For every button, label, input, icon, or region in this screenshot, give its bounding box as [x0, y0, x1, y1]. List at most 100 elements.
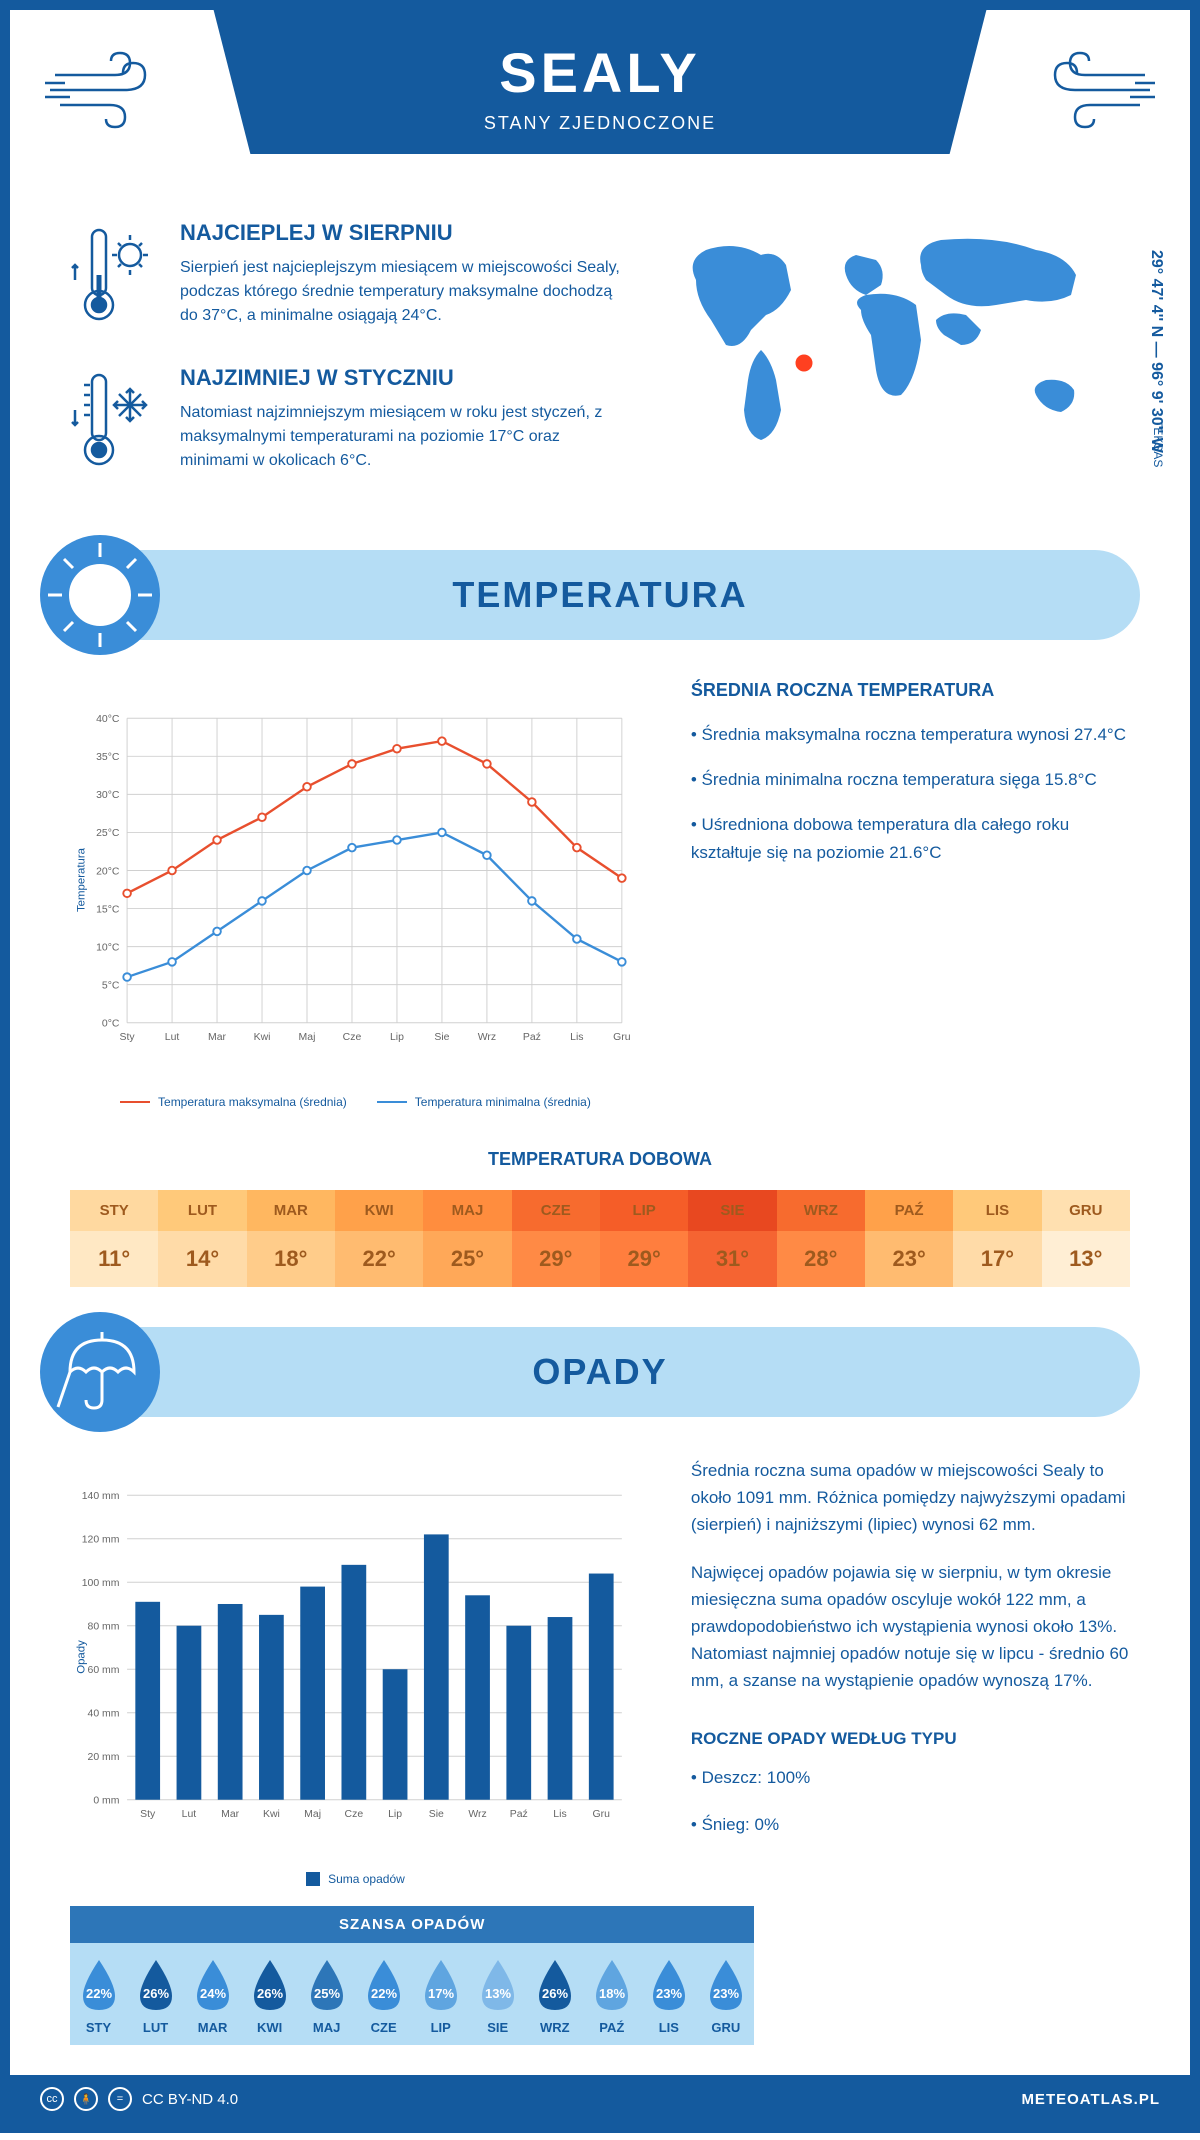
svg-text:Paź: Paź	[523, 1032, 541, 1043]
svg-text:23%: 23%	[713, 1986, 739, 2001]
temp-cell: WRZ 28°	[777, 1190, 865, 1287]
umbrella-icon	[40, 1312, 160, 1432]
coldest-title: NAJZIMNIEJ W STYCZNIU	[180, 365, 626, 391]
header-banner: SEALY STANY ZJEDNOCZONE	[140, 10, 1060, 154]
svg-text:60 mm: 60 mm	[88, 1665, 120, 1676]
climate-summary: NAJCIEPLEJ W SIERPNIU Sierpień jest najc…	[70, 220, 626, 510]
temp-cell-month: LIP	[600, 1190, 688, 1231]
chance-cell: 22% STY	[70, 1958, 127, 2035]
temp-cell-value: 17°	[953, 1231, 1041, 1287]
svg-text:10°C: 10°C	[96, 942, 120, 953]
chance-month: LIP	[412, 2020, 469, 2035]
svg-text:Lis: Lis	[553, 1809, 566, 1820]
drop-icon: 18%	[590, 1958, 634, 2012]
license-text: CC BY-ND 4.0	[142, 2091, 238, 2108]
temp-cell-value: 25°	[423, 1231, 511, 1287]
chance-month: CZE	[355, 2020, 412, 2035]
temp-cell: MAJ 25°	[423, 1190, 511, 1287]
chance-cell: 26% LUT	[127, 1958, 184, 2035]
svg-text:Mar: Mar	[221, 1809, 240, 1820]
temp-cell-value: 29°	[600, 1231, 688, 1287]
svg-text:15°C: 15°C	[96, 904, 120, 915]
chance-cell: 13% SIE	[469, 1958, 526, 2035]
drop-icon: 23%	[647, 1958, 691, 2012]
temp-cell-month: PAŹ	[865, 1190, 953, 1231]
drop-icon: 25%	[305, 1958, 349, 2012]
chance-cell: 18% PAŹ	[583, 1958, 640, 2035]
thermometer-hot-icon	[70, 220, 160, 335]
temp-cell-month: LIS	[953, 1190, 1041, 1231]
temp-bullet: • Uśredniona dobowa temperatura dla całe…	[691, 811, 1130, 865]
svg-text:24%: 24%	[200, 1986, 226, 2001]
nd-icon: =	[108, 2087, 132, 2111]
temp-cell-value: 14°	[158, 1231, 246, 1287]
svg-text:Gru: Gru	[613, 1032, 631, 1043]
chance-cell: 25% MAJ	[298, 1958, 355, 2035]
chance-month: MAJ	[298, 2020, 355, 2035]
svg-text:Mar: Mar	[208, 1032, 227, 1043]
svg-text:20 mm: 20 mm	[88, 1752, 120, 1763]
drop-icon: 26%	[134, 1958, 178, 2012]
svg-text:Sty: Sty	[140, 1809, 156, 1820]
svg-text:120 mm: 120 mm	[82, 1535, 120, 1546]
section-header-temperature: TEMPERATURA	[60, 550, 1140, 640]
svg-text:Lip: Lip	[390, 1032, 404, 1043]
temp-cell-month: MAR	[247, 1190, 335, 1231]
temp-bullet: • Średnia maksymalna roczna temperatura …	[691, 721, 1130, 748]
chance-month: PAŹ	[583, 2020, 640, 2035]
drop-icon: 26%	[248, 1958, 292, 2012]
chance-cell: 26% KWI	[241, 1958, 298, 2035]
svg-text:22%: 22%	[371, 1986, 397, 2001]
site-name: METEOATLAS.PL	[1021, 2091, 1160, 2108]
precip-p1: Średnia roczna suma opadów w miejscowośc…	[691, 1457, 1130, 1539]
chance-month: SIE	[469, 2020, 526, 2035]
chance-cell: 26% WRZ	[526, 1958, 583, 2035]
temp-cell-value: 23°	[865, 1231, 953, 1287]
warmest-title: NAJCIEPLEJ W SIERPNIU	[180, 220, 626, 246]
svg-text:40°C: 40°C	[96, 714, 120, 725]
legend-min-label: Temperatura minimalna (średnia)	[415, 1095, 591, 1109]
temp-cell: STY 11°	[70, 1190, 158, 1287]
chance-cell: 17% LIP	[412, 1958, 469, 2035]
temp-cell-value: 28°	[777, 1231, 865, 1287]
svg-text:Maj: Maj	[304, 1809, 321, 1820]
svg-text:26%: 26%	[542, 1986, 568, 2001]
header: SEALY STANY ZJEDNOCZONE	[10, 10, 1190, 190]
chance-title: SZANSA OPADÓW	[70, 1906, 754, 1943]
temp-cell: PAŹ 23°	[865, 1190, 953, 1287]
temp-cell-month: MAJ	[423, 1190, 511, 1231]
sun-icon	[40, 535, 160, 655]
svg-text:Gru: Gru	[593, 1809, 611, 1820]
cc-icon: cc	[40, 2087, 64, 2111]
svg-text:5°C: 5°C	[102, 980, 120, 991]
precipitation-content: 0 mm20 mm40 mm60 mm80 mm100 mm120 mm140 …	[10, 1417, 1190, 1906]
drop-icon: 13%	[476, 1958, 520, 2012]
temp-cell-month: GRU	[1042, 1190, 1130, 1231]
chance-month: WRZ	[526, 2020, 583, 2035]
temp-cell: SIE 31°	[688, 1190, 776, 1287]
section-title: TEMPERATURA	[452, 574, 747, 616]
footer: cc 🧍 = CC BY-ND 4.0 METEOATLAS.PL	[10, 2075, 1190, 2123]
svg-text:Sie: Sie	[434, 1032, 449, 1043]
svg-text:Cze: Cze	[343, 1032, 362, 1043]
temp-cell: MAR 18°	[247, 1190, 335, 1287]
legend-max-label: Temperatura maksymalna (średnia)	[158, 1095, 347, 1109]
precipitation-chart: 0 mm20 mm40 mm60 mm80 mm100 mm120 mm140 …	[70, 1457, 641, 1886]
chance-month: STY	[70, 2020, 127, 2035]
map-block: 29° 47' 4'' N — 96° 9' 30'' W TEKSAS	[666, 220, 1130, 510]
chance-cell: 24% MAR	[184, 1958, 241, 2035]
temp-cell-month: STY	[70, 1190, 158, 1231]
chance-cell: 23% LIS	[640, 1958, 697, 2035]
warmest-text: Sierpień jest najcieplejszym miesiącem w…	[180, 256, 626, 328]
wind-icon	[1035, 45, 1155, 140]
svg-text:25%: 25%	[314, 1986, 340, 2001]
by-icon: 🧍	[74, 2087, 98, 2111]
svg-text:0°C: 0°C	[102, 1019, 120, 1030]
svg-text:25°C: 25°C	[96, 828, 120, 839]
section-title: OPADY	[532, 1351, 667, 1393]
precip-type-title: ROCZNE OPADY WEDŁUG TYPU	[691, 1725, 1130, 1752]
svg-text:Sty: Sty	[120, 1032, 136, 1043]
svg-text:Sie: Sie	[429, 1809, 444, 1820]
svg-text:35°C: 35°C	[96, 752, 120, 763]
chance-month: LIS	[640, 2020, 697, 2035]
